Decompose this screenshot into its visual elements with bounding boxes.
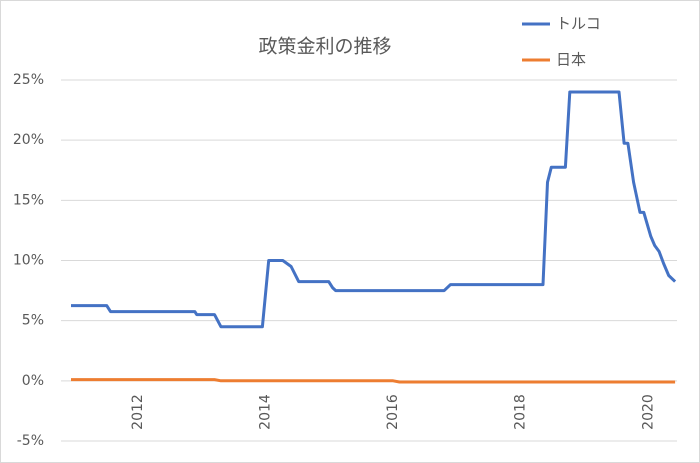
y-tick-label: -5% [17,433,44,449]
y-tick-label: 0% [22,373,44,389]
x-tick-label: 2016 [385,394,401,430]
legend-label: トルコ [556,15,601,33]
series-line [71,378,676,384]
y-tick-label: 5% [22,313,44,329]
y-tick-label: 25% [13,72,44,88]
y-tick-label: 15% [13,192,44,208]
y-tick-label: 10% [13,253,44,269]
legend-label: 日本 [556,51,586,69]
series-line [71,90,677,329]
x-tick-label: 2018 [513,394,529,430]
x-tick-label: 2012 [130,394,146,430]
y-tick-label: 20% [13,132,44,148]
x-tick-label: 2020 [640,394,656,430]
x-tick-label: 2014 [258,394,274,430]
chart-title: 政策金利の推移 [258,36,391,58]
